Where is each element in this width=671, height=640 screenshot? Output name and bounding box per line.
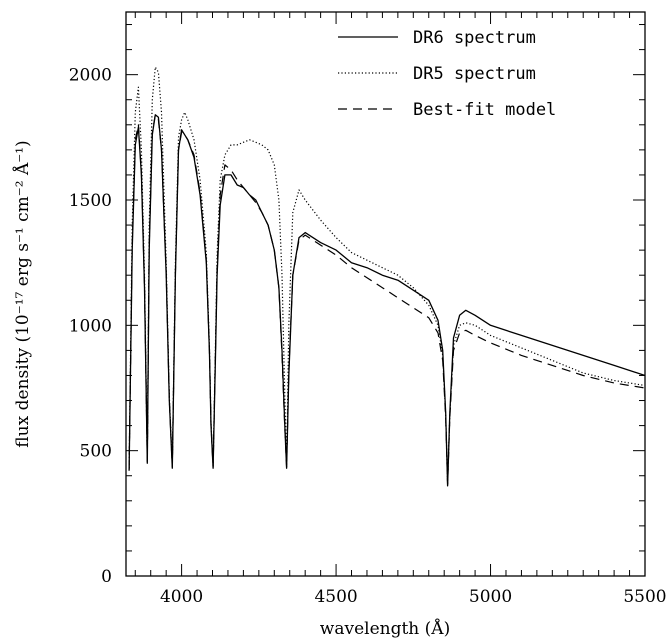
legend: DR6 spectrum DR5 spectrum Best-fit model <box>338 28 556 120</box>
x-tick-label: 4000 <box>160 587 203 607</box>
x-tick-label: 5000 <box>469 587 512 607</box>
x-tick-label: 4500 <box>314 587 357 607</box>
y-tick-label: 1500 <box>69 191 112 211</box>
series-line-dashed <box>128 114 646 486</box>
x-tick-label: 5500 <box>623 587 666 607</box>
legend-label: DR6 spectrum <box>413 28 536 48</box>
legend-label: DR5 spectrum <box>413 64 536 84</box>
axis-ticks <box>126 12 646 577</box>
y-tick-label: 2000 <box>69 66 112 86</box>
y-tick-label: 1000 <box>69 316 112 336</box>
plot-frame <box>125 11 646 577</box>
y-tick-label: 0 <box>101 567 112 587</box>
series-line-dotted <box>128 66 646 484</box>
series-layer <box>128 66 646 487</box>
tick-labels: 4000 4500 5000 5500 0 500 1000 1500 2000 <box>69 66 667 607</box>
y-tick-label: 500 <box>80 442 112 462</box>
x-axis-title: wavelength (Å) <box>320 618 450 639</box>
series-line-solid <box>128 114 646 487</box>
legend-label: Best-fit model <box>413 100 556 120</box>
y-axis-title: flux density (10⁻¹⁷ erg s⁻¹ cm⁻² Å⁻¹) <box>12 140 33 447</box>
